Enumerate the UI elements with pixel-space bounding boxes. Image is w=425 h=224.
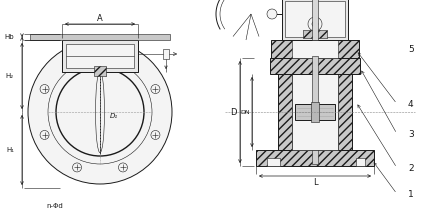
Circle shape — [151, 130, 160, 140]
Bar — [285, 1, 345, 37]
Circle shape — [119, 52, 128, 61]
Bar — [303, 30, 327, 38]
Circle shape — [312, 21, 318, 27]
Text: H₂: H₂ — [6, 73, 14, 79]
Text: A: A — [97, 13, 103, 22]
Bar — [267, 158, 280, 166]
Circle shape — [73, 52, 82, 61]
Circle shape — [40, 130, 49, 140]
Circle shape — [28, 40, 172, 184]
Text: D: D — [230, 108, 236, 116]
Bar — [312, 150, 318, 164]
Text: D₁: D₁ — [110, 113, 118, 119]
Bar — [278, 74, 292, 150]
Text: DN: DN — [241, 110, 250, 114]
Bar — [312, 0, 318, 40]
Bar — [30, 34, 170, 40]
Text: 3: 3 — [408, 129, 414, 138]
Bar — [62, 40, 138, 72]
Text: n-Φd: n-Φd — [47, 203, 63, 209]
Bar — [270, 58, 360, 74]
Bar — [282, 0, 348, 40]
Circle shape — [119, 163, 128, 172]
Bar — [312, 56, 318, 120]
Text: 1: 1 — [408, 190, 414, 198]
Text: H₁: H₁ — [6, 147, 14, 153]
Bar — [66, 44, 134, 68]
Bar — [256, 150, 374, 166]
Bar — [292, 74, 338, 150]
Text: 5: 5 — [408, 45, 414, 54]
Circle shape — [73, 163, 82, 172]
Bar — [292, 40, 338, 58]
Text: Hb: Hb — [4, 34, 14, 40]
Bar — [295, 104, 335, 120]
Bar — [356, 158, 365, 166]
Text: 4: 4 — [408, 99, 414, 108]
Bar — [338, 74, 352, 150]
Bar — [311, 102, 319, 122]
Circle shape — [56, 68, 144, 156]
Bar — [271, 40, 359, 58]
Circle shape — [308, 17, 322, 31]
Text: 2: 2 — [408, 164, 414, 172]
Bar — [163, 49, 169, 59]
Circle shape — [267, 9, 277, 19]
Circle shape — [40, 84, 49, 94]
Circle shape — [151, 84, 160, 94]
Bar — [94, 66, 106, 76]
Text: L: L — [313, 177, 317, 187]
